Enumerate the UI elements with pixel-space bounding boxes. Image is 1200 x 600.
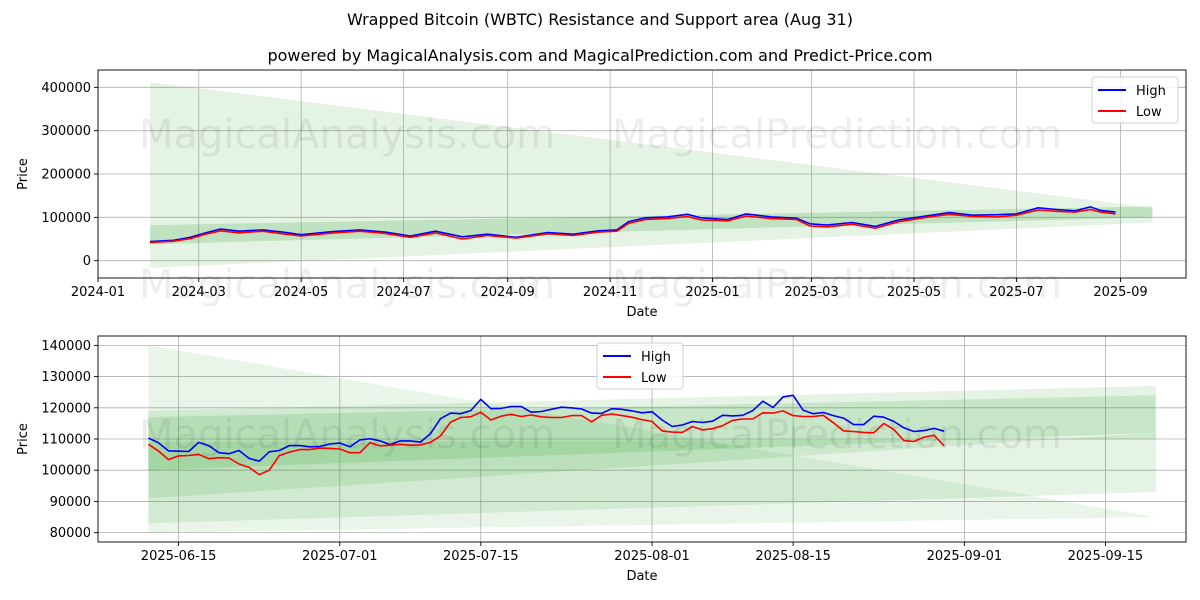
x-tick-label: 2024-11 bbox=[583, 285, 637, 300]
x-tick-label: 2024-03 bbox=[172, 285, 226, 300]
y-tick-label: 100000 bbox=[41, 464, 91, 479]
y-tick-label: 110000 bbox=[41, 433, 91, 448]
watermark-text: MagicalAnalysis.com bbox=[139, 112, 555, 158]
x-tick-label: 2025-09-01 bbox=[927, 549, 1003, 564]
watermark-text: MagicalAnalysis.com bbox=[139, 412, 555, 458]
x-tick-label: 2025-08-15 bbox=[755, 549, 831, 564]
y-tick-label: 90000 bbox=[50, 495, 91, 510]
y-tick-label: 300000 bbox=[41, 124, 91, 139]
watermark-text: MagicalPrediction.com bbox=[612, 262, 1062, 308]
y-tick-label: 130000 bbox=[41, 370, 91, 385]
x-tick-label: 2025-09 bbox=[1093, 285, 1147, 300]
x-tick-label: 2024-01 bbox=[71, 285, 125, 300]
y-tick-label: 200000 bbox=[41, 168, 91, 183]
x-tick-label: 2025-09-15 bbox=[1068, 549, 1144, 564]
y-tick-label: 140000 bbox=[41, 339, 91, 354]
x-tick-label: 2025-06-15 bbox=[141, 549, 217, 564]
x-tick-label: 2025-08-01 bbox=[614, 549, 690, 564]
series-line-high bbox=[148, 394, 945, 462]
plot-area-1: MagicalAnalysis.com MagicalPrediction.com bbox=[98, 70, 1186, 278]
y-tick-label: 0 bbox=[83, 254, 91, 269]
y-tick-label: 120000 bbox=[41, 401, 91, 416]
series-line-low bbox=[149, 208, 1116, 244]
y-axis-label: Price bbox=[16, 158, 31, 190]
y-tick-label: 400000 bbox=[41, 81, 91, 96]
support-resistance-band bbox=[148, 432, 1156, 499]
x-axis-label: Date bbox=[626, 305, 657, 320]
plot-area-2: MagicalAnalysis.com MagicalPrediction.com bbox=[98, 336, 1186, 542]
y-tick-label: 100000 bbox=[41, 211, 91, 226]
series-line-low bbox=[147, 410, 945, 476]
x-tick-label: 2025-07-01 bbox=[302, 549, 378, 564]
x-tick-label: 2024-05 bbox=[274, 285, 328, 300]
x-tick-label: 2024-09 bbox=[481, 285, 535, 300]
y-axis-label: Price bbox=[16, 423, 31, 455]
support-resistance-band bbox=[148, 385, 1156, 524]
watermark-text: MagicalPrediction.com bbox=[612, 412, 1062, 458]
chart-subtitle: powered by MagicalAnalysis.com and Magic… bbox=[267, 46, 933, 65]
watermark-text: MagicalPrediction.com bbox=[612, 112, 1062, 158]
x-axis-label: Date bbox=[626, 569, 657, 584]
support-resistance-band bbox=[148, 395, 1156, 471]
x-tick-label: 2024-07 bbox=[376, 285, 430, 300]
x-tick-label: 2025-07-15 bbox=[443, 549, 519, 564]
x-tick-label: 2025-05 bbox=[887, 285, 941, 300]
support-resistance-band bbox=[148, 345, 1156, 533]
series-line-high bbox=[149, 206, 1116, 243]
legend-label-high: High bbox=[641, 350, 671, 365]
legend-label-low: Low bbox=[1136, 105, 1162, 120]
x-tick-label: 2025-03 bbox=[784, 285, 838, 300]
legend-label-high: High bbox=[1136, 84, 1166, 99]
legend-label-low: Low bbox=[641, 371, 667, 386]
x-tick-label: 2025-07 bbox=[989, 285, 1043, 300]
watermark-text: MagicalAnalysis.com bbox=[139, 262, 555, 308]
x-tick-label: 2025-01 bbox=[685, 285, 739, 300]
chart-title: Wrapped Bitcoin (WBTC) Resistance and Su… bbox=[347, 10, 853, 29]
y-tick-label: 80000 bbox=[50, 526, 91, 541]
